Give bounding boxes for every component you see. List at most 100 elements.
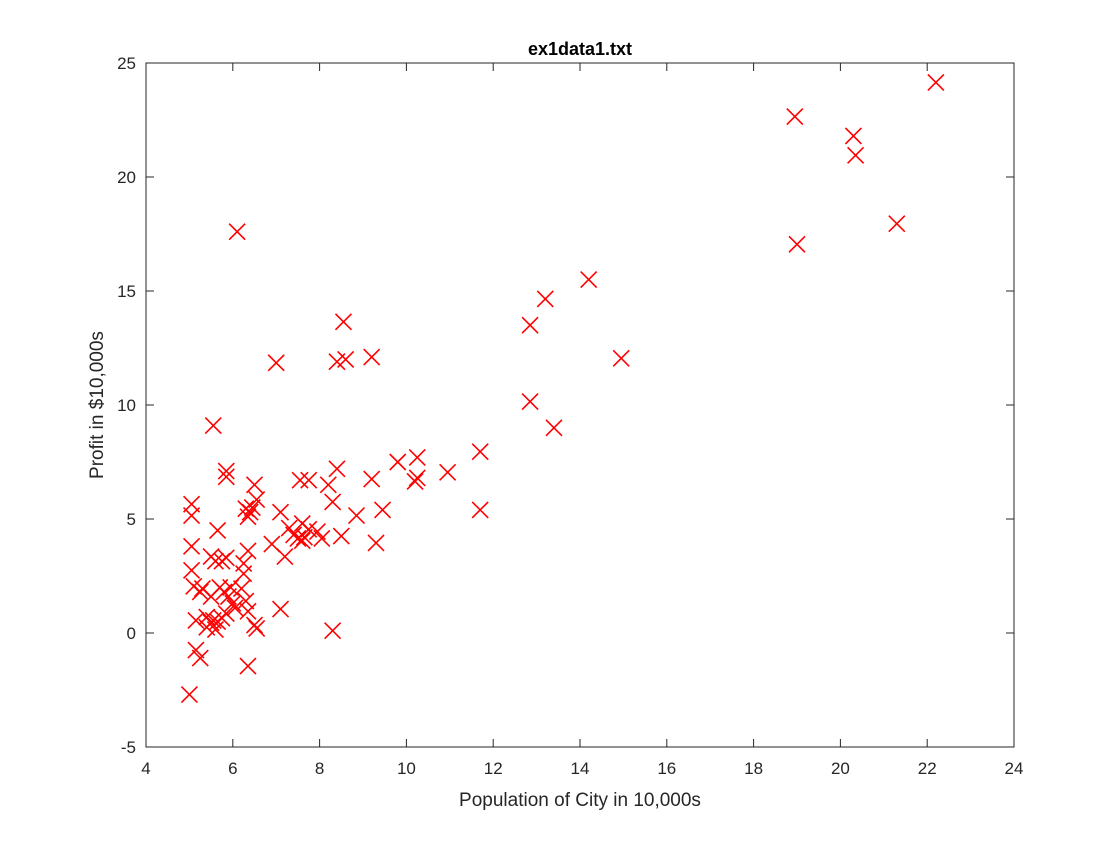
data-point xyxy=(241,503,259,521)
data-point xyxy=(248,619,266,638)
y-axis-label: Profit in $10,000s xyxy=(87,331,108,479)
x-tick-label: 18 xyxy=(744,759,763,778)
data-point xyxy=(408,448,426,467)
data-point xyxy=(204,416,222,435)
data-point xyxy=(237,592,255,610)
data-point xyxy=(337,350,355,368)
x-tick-label: 10 xyxy=(397,759,416,778)
x-tick-label: 16 xyxy=(657,759,676,778)
data-point xyxy=(289,529,307,547)
data-point xyxy=(202,587,220,606)
data-point xyxy=(521,316,539,334)
data-point xyxy=(232,579,251,598)
data-point xyxy=(206,552,225,570)
x-axis-label: Population of City in 10,000s xyxy=(459,790,701,811)
y-axis-ticks: -5 0 5 10 15 20 25 xyxy=(117,54,1014,757)
x-tick-label: 14 xyxy=(571,759,590,778)
y-tick-label: 5 xyxy=(127,510,136,529)
data-point xyxy=(408,469,426,487)
data-point xyxy=(328,460,346,478)
data-point xyxy=(187,641,205,659)
x-tick-label: 6 xyxy=(228,759,237,778)
data-point xyxy=(471,501,489,519)
data-point xyxy=(324,493,342,511)
data-point xyxy=(239,542,257,560)
x-tick-label: 4 xyxy=(141,759,150,778)
data-point xyxy=(788,235,806,253)
data-point xyxy=(373,501,392,519)
data-markers xyxy=(180,73,945,704)
data-point xyxy=(271,600,290,618)
data-point xyxy=(786,108,804,126)
data-point xyxy=(191,583,209,601)
x-tick-label: 22 xyxy=(918,759,937,778)
data-point xyxy=(389,453,407,471)
data-point xyxy=(406,472,424,490)
data-point xyxy=(612,349,630,367)
data-point xyxy=(580,271,598,289)
plot-background xyxy=(146,63,1014,747)
data-point xyxy=(324,622,342,640)
data-point xyxy=(521,393,539,411)
data-point xyxy=(183,507,201,525)
x-tick-label: 24 xyxy=(1005,759,1024,778)
data-point xyxy=(217,605,235,623)
data-point xyxy=(439,463,457,481)
data-point xyxy=(927,73,945,91)
data-point xyxy=(202,614,220,632)
data-point xyxy=(319,476,337,494)
data-point xyxy=(347,507,366,525)
y-tick-label: 15 xyxy=(117,282,136,301)
data-point xyxy=(228,223,246,241)
data-point xyxy=(847,146,865,164)
data-point xyxy=(471,443,489,461)
y-tick-label: -5 xyxy=(121,738,136,757)
data-point xyxy=(248,491,266,509)
data-point xyxy=(217,468,235,486)
data-point xyxy=(332,527,350,545)
data-point xyxy=(239,602,257,620)
data-point xyxy=(217,549,235,567)
data-point xyxy=(239,508,257,526)
data-point xyxy=(239,657,257,675)
data-point xyxy=(217,462,235,480)
y-tick-label: 0 xyxy=(127,624,136,643)
x-tick-label: 8 xyxy=(315,759,324,778)
data-point xyxy=(313,529,331,547)
data-point xyxy=(276,548,294,566)
y-tick-label: 20 xyxy=(117,168,136,187)
data-point xyxy=(291,471,309,489)
data-point xyxy=(295,528,313,546)
y-tick-label: 10 xyxy=(117,396,136,415)
data-point xyxy=(180,685,198,704)
data-point xyxy=(363,348,381,366)
data-point xyxy=(183,561,201,579)
x-tick-label: 20 xyxy=(831,759,850,778)
data-point xyxy=(183,537,201,555)
data-point xyxy=(844,127,862,145)
data-point xyxy=(235,565,253,583)
data-point xyxy=(187,611,205,630)
chart-title: ex1data1.txt xyxy=(528,39,632,59)
data-point xyxy=(267,354,285,372)
data-point xyxy=(271,503,290,521)
x-axis-ticks: 4 6 8 10 12 14 16 18 20 22 24 xyxy=(141,63,1023,778)
data-point xyxy=(363,470,381,488)
data-point xyxy=(536,290,554,308)
x-tick-label: 12 xyxy=(484,759,503,778)
data-point xyxy=(300,471,318,489)
data-point xyxy=(293,532,311,550)
data-point xyxy=(226,599,244,617)
data-point xyxy=(191,649,209,667)
data-point xyxy=(209,521,227,539)
y-tick-label: 25 xyxy=(117,54,136,73)
data-point xyxy=(245,616,264,634)
data-point xyxy=(545,419,563,437)
data-point xyxy=(334,313,353,331)
data-point xyxy=(888,215,906,233)
data-point xyxy=(367,534,385,552)
data-point xyxy=(245,476,264,494)
data-point xyxy=(243,499,261,517)
